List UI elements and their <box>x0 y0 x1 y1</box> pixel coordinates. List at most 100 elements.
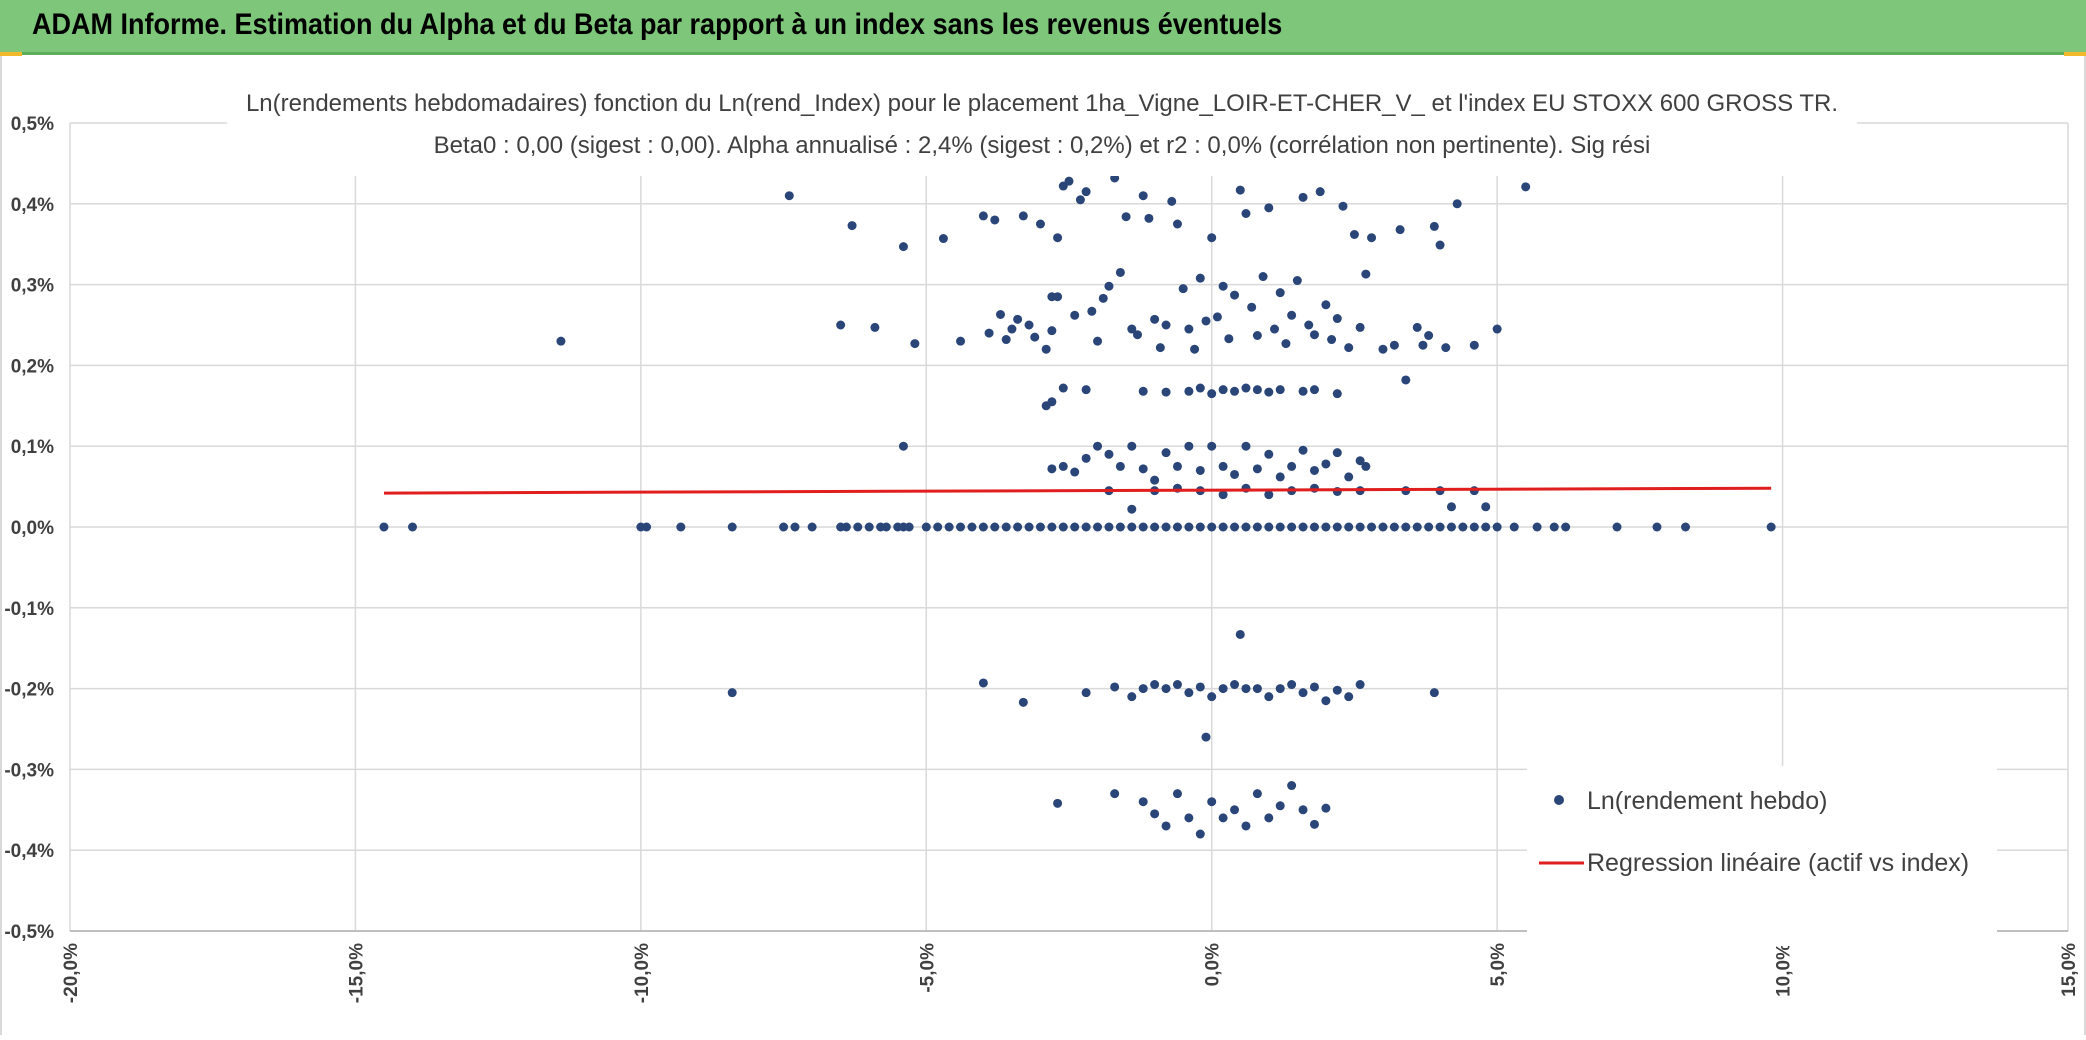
data-point <box>1184 386 1194 396</box>
data-point <box>1030 332 1040 342</box>
data-point <box>1652 522 1662 532</box>
data-point <box>995 309 1005 319</box>
data-point <box>898 242 908 252</box>
data-point <box>1024 522 1034 532</box>
data-point <box>1412 522 1422 532</box>
data-point <box>1264 203 1274 213</box>
data-point <box>1058 461 1068 471</box>
data-point <box>978 678 988 688</box>
x-tick-label: 15,0% <box>2059 943 2080 997</box>
data-point <box>1252 385 1262 395</box>
data-point <box>1224 334 1234 344</box>
data-point <box>1429 221 1439 231</box>
data-point <box>1344 472 1354 482</box>
scatter-chart: 0,5% 0,4% 0,3% 0,2% 0,1% 0,0% -0,1% -0,2% -0,3% -… <box>4 86 2080 1003</box>
data-point <box>1264 490 1274 500</box>
data-point <box>1138 386 1148 396</box>
data-point <box>1172 461 1182 471</box>
data-point <box>1561 522 1571 532</box>
data-point <box>1195 273 1205 283</box>
data-point <box>1070 522 1080 532</box>
data-point <box>1087 306 1097 316</box>
data-point <box>1178 284 1188 294</box>
data-point <box>1395 225 1405 235</box>
data-point <box>1230 386 1240 396</box>
data-point <box>1230 680 1240 690</box>
data-point <box>1218 490 1228 500</box>
data-point <box>1355 680 1365 690</box>
data-point <box>1172 219 1182 229</box>
data-point <box>1195 829 1205 839</box>
data-point <box>1287 461 1297 471</box>
data-point <box>1201 316 1211 326</box>
data-point <box>853 522 863 532</box>
legend: Ln(rendement hebdo) Regression linéaire … <box>1527 766 1997 946</box>
data-point <box>1412 322 1422 332</box>
data-point <box>1161 684 1171 694</box>
data-point <box>1104 522 1114 532</box>
data-point <box>1127 692 1137 702</box>
data-point <box>1446 522 1456 532</box>
data-point <box>1047 326 1057 336</box>
data-point <box>1172 789 1182 799</box>
chart-title: Ln(rendements hebdomadaires) fonction du… <box>246 90 1838 117</box>
data-point <box>1184 813 1194 823</box>
data-point <box>1332 685 1342 695</box>
data-point <box>1144 213 1154 223</box>
data-point <box>1218 281 1228 291</box>
data-point <box>1127 504 1137 514</box>
data-point <box>1161 320 1171 330</box>
data-point <box>1521 182 1531 192</box>
data-point <box>1309 330 1319 340</box>
data-point <box>1184 441 1194 451</box>
data-point <box>1150 314 1160 324</box>
y-tick-label: 0,1% <box>11 437 54 458</box>
data-point <box>978 211 988 221</box>
data-point <box>1355 522 1365 532</box>
data-point <box>1081 187 1091 197</box>
data-point <box>1070 310 1080 320</box>
data-point <box>642 522 652 532</box>
scatter-points <box>379 173 1776 839</box>
data-point <box>1207 389 1217 399</box>
data-point <box>1481 522 1491 532</box>
data-point <box>1230 469 1240 479</box>
data-point <box>807 522 817 532</box>
y-tick-label: 0,3% <box>11 276 54 297</box>
data-point <box>1018 697 1028 707</box>
data-point <box>1252 789 1262 799</box>
x-tick-label: -10,0% <box>632 943 653 1003</box>
data-point <box>990 215 1000 225</box>
data-point <box>1270 324 1280 334</box>
y-tick-label: -0,2% <box>4 680 54 701</box>
data-point <box>1127 522 1137 532</box>
data-point <box>1332 522 1342 532</box>
data-point <box>1212 312 1222 322</box>
data-point <box>1207 692 1217 702</box>
regression-line-group <box>383 486 1772 495</box>
data-point <box>1241 821 1251 831</box>
data-point <box>1452 199 1462 209</box>
x-tick-label: 0,0% <box>1203 943 1224 986</box>
data-point <box>1195 383 1205 393</box>
data-point <box>1081 522 1091 532</box>
data-point <box>1115 267 1125 277</box>
data-point <box>1058 522 1068 532</box>
data-point <box>1252 522 1262 532</box>
legend-points-label: Ln(rendement hebdo) <box>1587 787 1827 815</box>
data-point <box>1035 522 1045 532</box>
data-point <box>1361 461 1371 471</box>
data-point <box>944 522 954 532</box>
data-point <box>1195 682 1205 692</box>
data-point <box>1309 385 1319 395</box>
data-point <box>1138 464 1148 474</box>
data-point <box>1309 522 1319 532</box>
regression-line <box>383 486 1772 495</box>
data-point <box>1287 781 1297 791</box>
data-point <box>1321 459 1331 469</box>
report-header: ADAM Informe. Estimation du Alpha et du … <box>0 0 2086 55</box>
data-point <box>1081 453 1091 463</box>
legend-line-label: Regression linéaire (actif vs index) <box>1587 849 1969 877</box>
data-point <box>1378 522 1388 532</box>
